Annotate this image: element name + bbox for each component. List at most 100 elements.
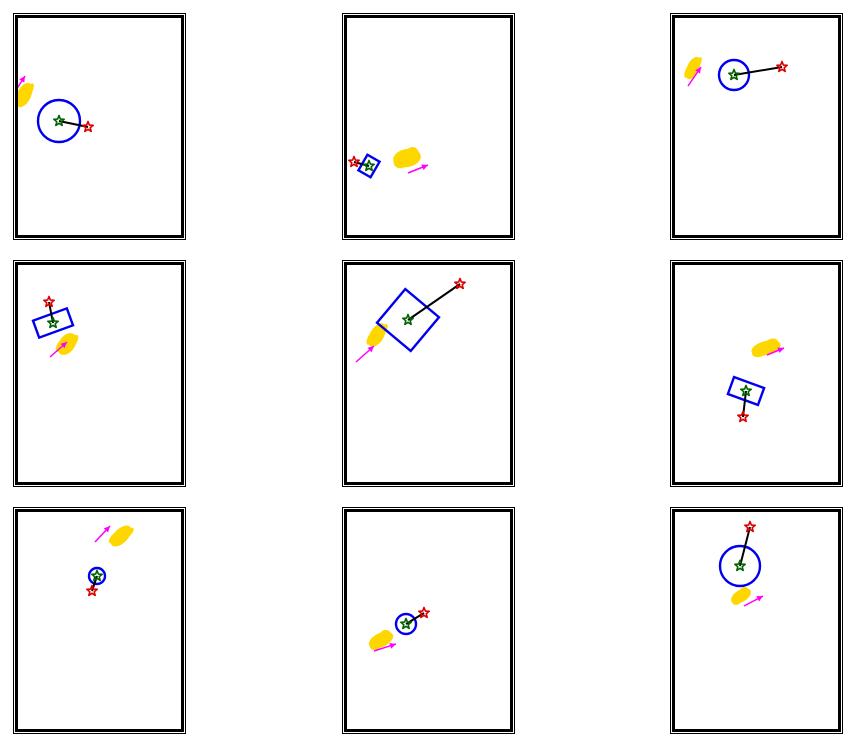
yellow-blob [368, 629, 394, 650]
panel-frame-outer [670, 13, 843, 240]
red-star-icon [86, 584, 98, 597]
blue-square [375, 287, 441, 353]
panel-scene [726, 338, 785, 423]
link-line [407, 283, 461, 321]
panel-8 [342, 507, 515, 734]
red-star-icon [453, 277, 467, 290]
panel-frame-outer [670, 507, 843, 734]
panel-scene [684, 56, 789, 92]
panel-scene [86, 525, 134, 597]
blob-lobe [67, 334, 79, 350]
green-star-icon [52, 114, 65, 127]
panel-6 [670, 260, 843, 487]
arrow-head [756, 596, 763, 602]
arrow-head [60, 342, 67, 349]
magenta-arrow-icon [407, 164, 429, 174]
blob-lobe [752, 347, 767, 358]
panel-4 [13, 260, 186, 487]
panel-frame-outer [342, 260, 515, 487]
panel-7 [13, 507, 186, 734]
blue-circle [718, 544, 762, 588]
green-star-icon [733, 559, 747, 572]
panel-frame-inner [15, 15, 184, 238]
panel-scene [347, 147, 429, 179]
panel-scene [355, 277, 467, 363]
red-star-icon [743, 520, 757, 533]
panel-frame-inner [672, 509, 841, 732]
arrow-head [389, 642, 396, 649]
panel-scene [18, 75, 94, 144]
panel-3 [670, 13, 843, 240]
green-star-icon [399, 617, 413, 630]
panel-5 [342, 260, 515, 487]
magenta-arrow-icon [766, 347, 785, 356]
panel-scene [31, 295, 79, 358]
magenta-arrow-icon [743, 595, 764, 607]
green-star-icon [739, 384, 753, 397]
green-star-icon [401, 313, 415, 326]
arrow-head [421, 164, 428, 171]
arrow-head [367, 346, 374, 353]
green-star-icon [46, 316, 60, 329]
arrow-head [695, 67, 701, 74]
magenta-arrow-icon [49, 341, 68, 358]
panel-frame-inner [344, 262, 513, 485]
arrow-head [103, 526, 110, 533]
blob-lobe [765, 338, 779, 349]
panel-frame-inner [15, 509, 184, 732]
blob-body [110, 525, 132, 547]
yellow-blob [731, 587, 751, 605]
red-star-icon [347, 155, 361, 168]
blob-lobe [393, 156, 408, 169]
magenta-arrow-icon [94, 525, 111, 543]
red-star-icon [42, 295, 56, 308]
arrow-head [777, 347, 784, 354]
panel-scene [718, 520, 764, 607]
panel-1 [13, 13, 186, 240]
blue-circle [87, 566, 107, 586]
blob-lobe [108, 530, 122, 544]
panel-frame-outer [13, 507, 186, 734]
blob-lobe [24, 83, 34, 100]
magenta-arrow-icon [355, 345, 375, 363]
link-line [739, 526, 751, 567]
panel-frame-inner [344, 509, 513, 732]
red-star-icon [417, 606, 431, 619]
magenta-arrow-icon [373, 642, 397, 652]
blue-circle [394, 612, 418, 636]
blob-lobe [732, 596, 743, 605]
panel-9 [670, 507, 843, 734]
magenta-arrow-icon [687, 66, 702, 87]
blob-lobe [739, 587, 749, 596]
panel-frame-inner [672, 262, 841, 485]
panel-frame-outer [342, 13, 515, 240]
blob-lobe [379, 629, 391, 641]
panel-frame-outer [13, 260, 186, 487]
red-star-icon [736, 410, 750, 423]
panel-frame-outer [342, 507, 515, 734]
red-star-icon [82, 120, 94, 133]
green-star-icon [727, 68, 741, 81]
panel-2 [342, 13, 515, 240]
blob-lobe [120, 527, 134, 542]
blue-rectangle [31, 306, 75, 340]
panel-frame-outer [670, 260, 843, 487]
blue-rectangle [726, 375, 766, 407]
blob-lobe [18, 89, 24, 106]
blue-square [356, 153, 382, 179]
link-line [733, 66, 783, 76]
panel-frame-inner [15, 262, 184, 485]
blob-lobe [406, 147, 419, 160]
panel-frame-outer [13, 13, 186, 240]
magenta-arrow-icon [18, 75, 26, 89]
panel-scene [368, 606, 431, 652]
panel-frame-inner [672, 15, 841, 238]
yellow-blob [393, 147, 421, 169]
yellow-blob [108, 525, 134, 547]
yellow-blob [18, 82, 34, 108]
blob-lobe [684, 63, 693, 78]
blue-circle [717, 58, 751, 92]
blob-lobe [693, 57, 702, 73]
blue-circle [36, 98, 82, 144]
